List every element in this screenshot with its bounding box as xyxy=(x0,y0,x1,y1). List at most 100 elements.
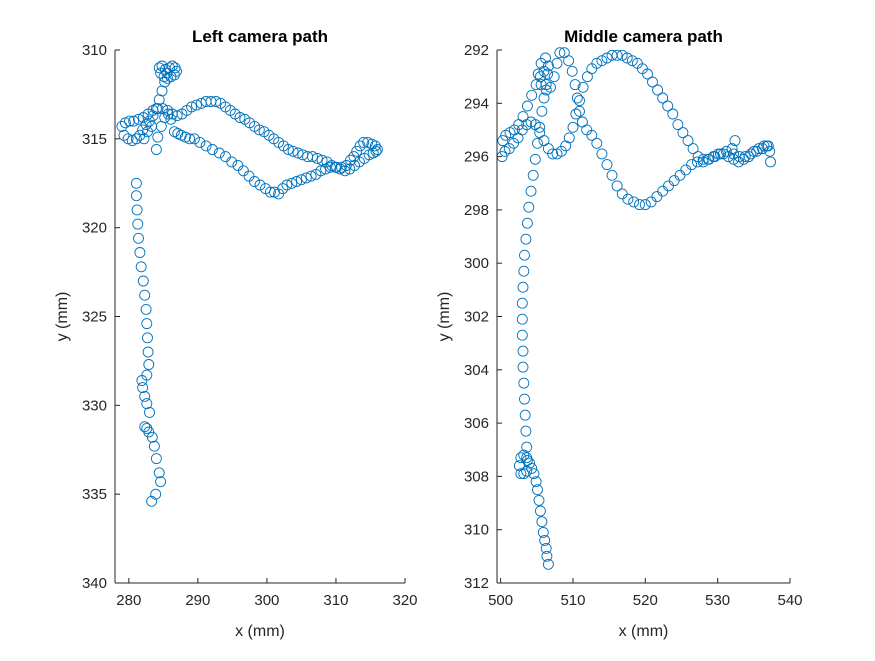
left-camera-point xyxy=(146,431,158,443)
middle-camera-y-tick-label: 302 xyxy=(464,309,489,326)
left-camera-point xyxy=(249,176,260,187)
middle-camera-point xyxy=(581,71,593,83)
middle-camera-point xyxy=(519,409,531,421)
left-camera-point xyxy=(305,170,317,182)
left-camera-point xyxy=(158,71,170,83)
left-camera-point xyxy=(264,186,276,198)
middle-camera-point xyxy=(539,534,551,546)
left-camera-point xyxy=(351,145,363,157)
middle-camera-point xyxy=(536,105,548,117)
left-camera-point xyxy=(367,147,379,159)
left-camera-axes: 280 290 300 310 320 310 315 320 325 330 335 340 Lef… xyxy=(54,27,418,640)
middle-camera-point xyxy=(596,55,608,67)
middle-camera-point xyxy=(606,49,618,61)
left-camera-point xyxy=(119,117,131,129)
middle-camera-point xyxy=(674,169,686,181)
middle-camera-point xyxy=(499,145,511,157)
left-camera-point xyxy=(292,147,304,159)
left-camera-point xyxy=(132,218,144,230)
middle-camera-point xyxy=(532,68,544,80)
middle-camera-point xyxy=(601,159,613,171)
left-camera-point xyxy=(139,421,151,433)
middle-camera-point xyxy=(651,191,663,203)
middle-camera-point xyxy=(521,217,533,229)
left-camera-y-axis-label: y (mm) xyxy=(54,292,71,342)
middle-camera-point xyxy=(647,76,658,88)
middle-camera-point xyxy=(521,465,533,477)
left-camera-point xyxy=(286,177,298,189)
middle-camera-point xyxy=(536,516,548,528)
left-camera-y-tick-label: 315 xyxy=(82,131,107,148)
middle-camera-point xyxy=(574,95,585,107)
middle-camera-x-tick-label: 520 xyxy=(633,592,658,609)
middle-camera-point xyxy=(545,81,556,93)
left-camera-point xyxy=(281,179,293,191)
middle-camera-point xyxy=(519,249,530,261)
left-camera-point xyxy=(133,113,144,125)
middle-camera-point xyxy=(518,265,530,277)
left-camera-y-tick-label: 325 xyxy=(82,309,107,326)
left-camera-point xyxy=(195,97,207,109)
middle-camera-point xyxy=(601,52,613,64)
middle-camera-point xyxy=(516,313,528,325)
middle-camera-y-tick-label: 296 xyxy=(464,149,489,166)
left-camera-point xyxy=(133,232,144,244)
middle-camera-point xyxy=(697,153,709,165)
left-camera-y-tick-label: 310 xyxy=(82,42,107,59)
left-camera-point xyxy=(116,120,128,132)
left-camera-x-axis-label: x (mm) xyxy=(235,623,285,640)
left-camera-point xyxy=(287,145,299,157)
middle-camera-point xyxy=(729,135,741,147)
middle-camera-point xyxy=(751,145,763,157)
left-camera-point xyxy=(137,275,149,287)
middle-camera-point xyxy=(497,135,509,147)
middle-camera-point xyxy=(621,52,633,64)
middle-camera-point xyxy=(520,233,532,245)
middle-camera-point xyxy=(517,281,529,293)
left-camera-point xyxy=(200,96,212,107)
middle-camera-point xyxy=(515,452,527,464)
middle-camera-point xyxy=(530,476,542,488)
middle-camera-point xyxy=(538,65,550,77)
middle-camera-point xyxy=(733,156,745,168)
middle-camera-point xyxy=(692,151,704,163)
middle-camera-y-tick-label: 308 xyxy=(464,468,489,485)
middle-camera-point xyxy=(574,105,585,117)
left-camera-point xyxy=(331,161,343,173)
left-camera-point xyxy=(362,136,374,148)
middle-camera-point xyxy=(628,196,640,208)
left-camera-point xyxy=(144,115,155,127)
middle-camera-point xyxy=(518,377,530,389)
left-camera-point xyxy=(137,124,149,136)
middle-camera-point xyxy=(535,57,547,69)
left-camera-y-tick-label: 320 xyxy=(82,220,107,237)
left-camera-point xyxy=(140,119,152,131)
middle-camera-point xyxy=(631,57,643,69)
middle-camera-point xyxy=(541,550,553,562)
left-camera-point xyxy=(134,247,146,258)
left-camera-point xyxy=(150,453,162,465)
middle-camera-point xyxy=(570,108,582,120)
middle-camera-y-tick-label: 306 xyxy=(464,415,489,432)
middle-camera-point xyxy=(516,329,528,341)
left-camera-point xyxy=(258,126,270,138)
left-camera-point xyxy=(150,144,162,155)
middle-camera-axes: 500 510 520 530 540 292 294 296 298 300 302 304 306 3… xyxy=(436,27,803,640)
middle-camera-point xyxy=(707,151,719,163)
middle-camera-point xyxy=(534,71,546,83)
left-camera-point xyxy=(300,172,312,184)
left-camera-point xyxy=(239,113,251,125)
left-camera-point xyxy=(130,133,142,145)
middle-camera-point xyxy=(626,55,638,67)
left-camera-point xyxy=(128,115,140,127)
middle-camera-point xyxy=(622,193,634,205)
middle-camera-point xyxy=(537,526,549,538)
middle-camera-point xyxy=(517,345,529,357)
middle-camera-title: Middle camera path xyxy=(564,27,723,46)
middle-camera-point xyxy=(687,143,699,155)
middle-camera-point xyxy=(720,145,732,157)
middle-camera-point xyxy=(554,47,566,59)
middle-camera-point xyxy=(540,542,552,554)
left-camera-point xyxy=(159,64,171,75)
middle-camera-point xyxy=(566,65,578,77)
